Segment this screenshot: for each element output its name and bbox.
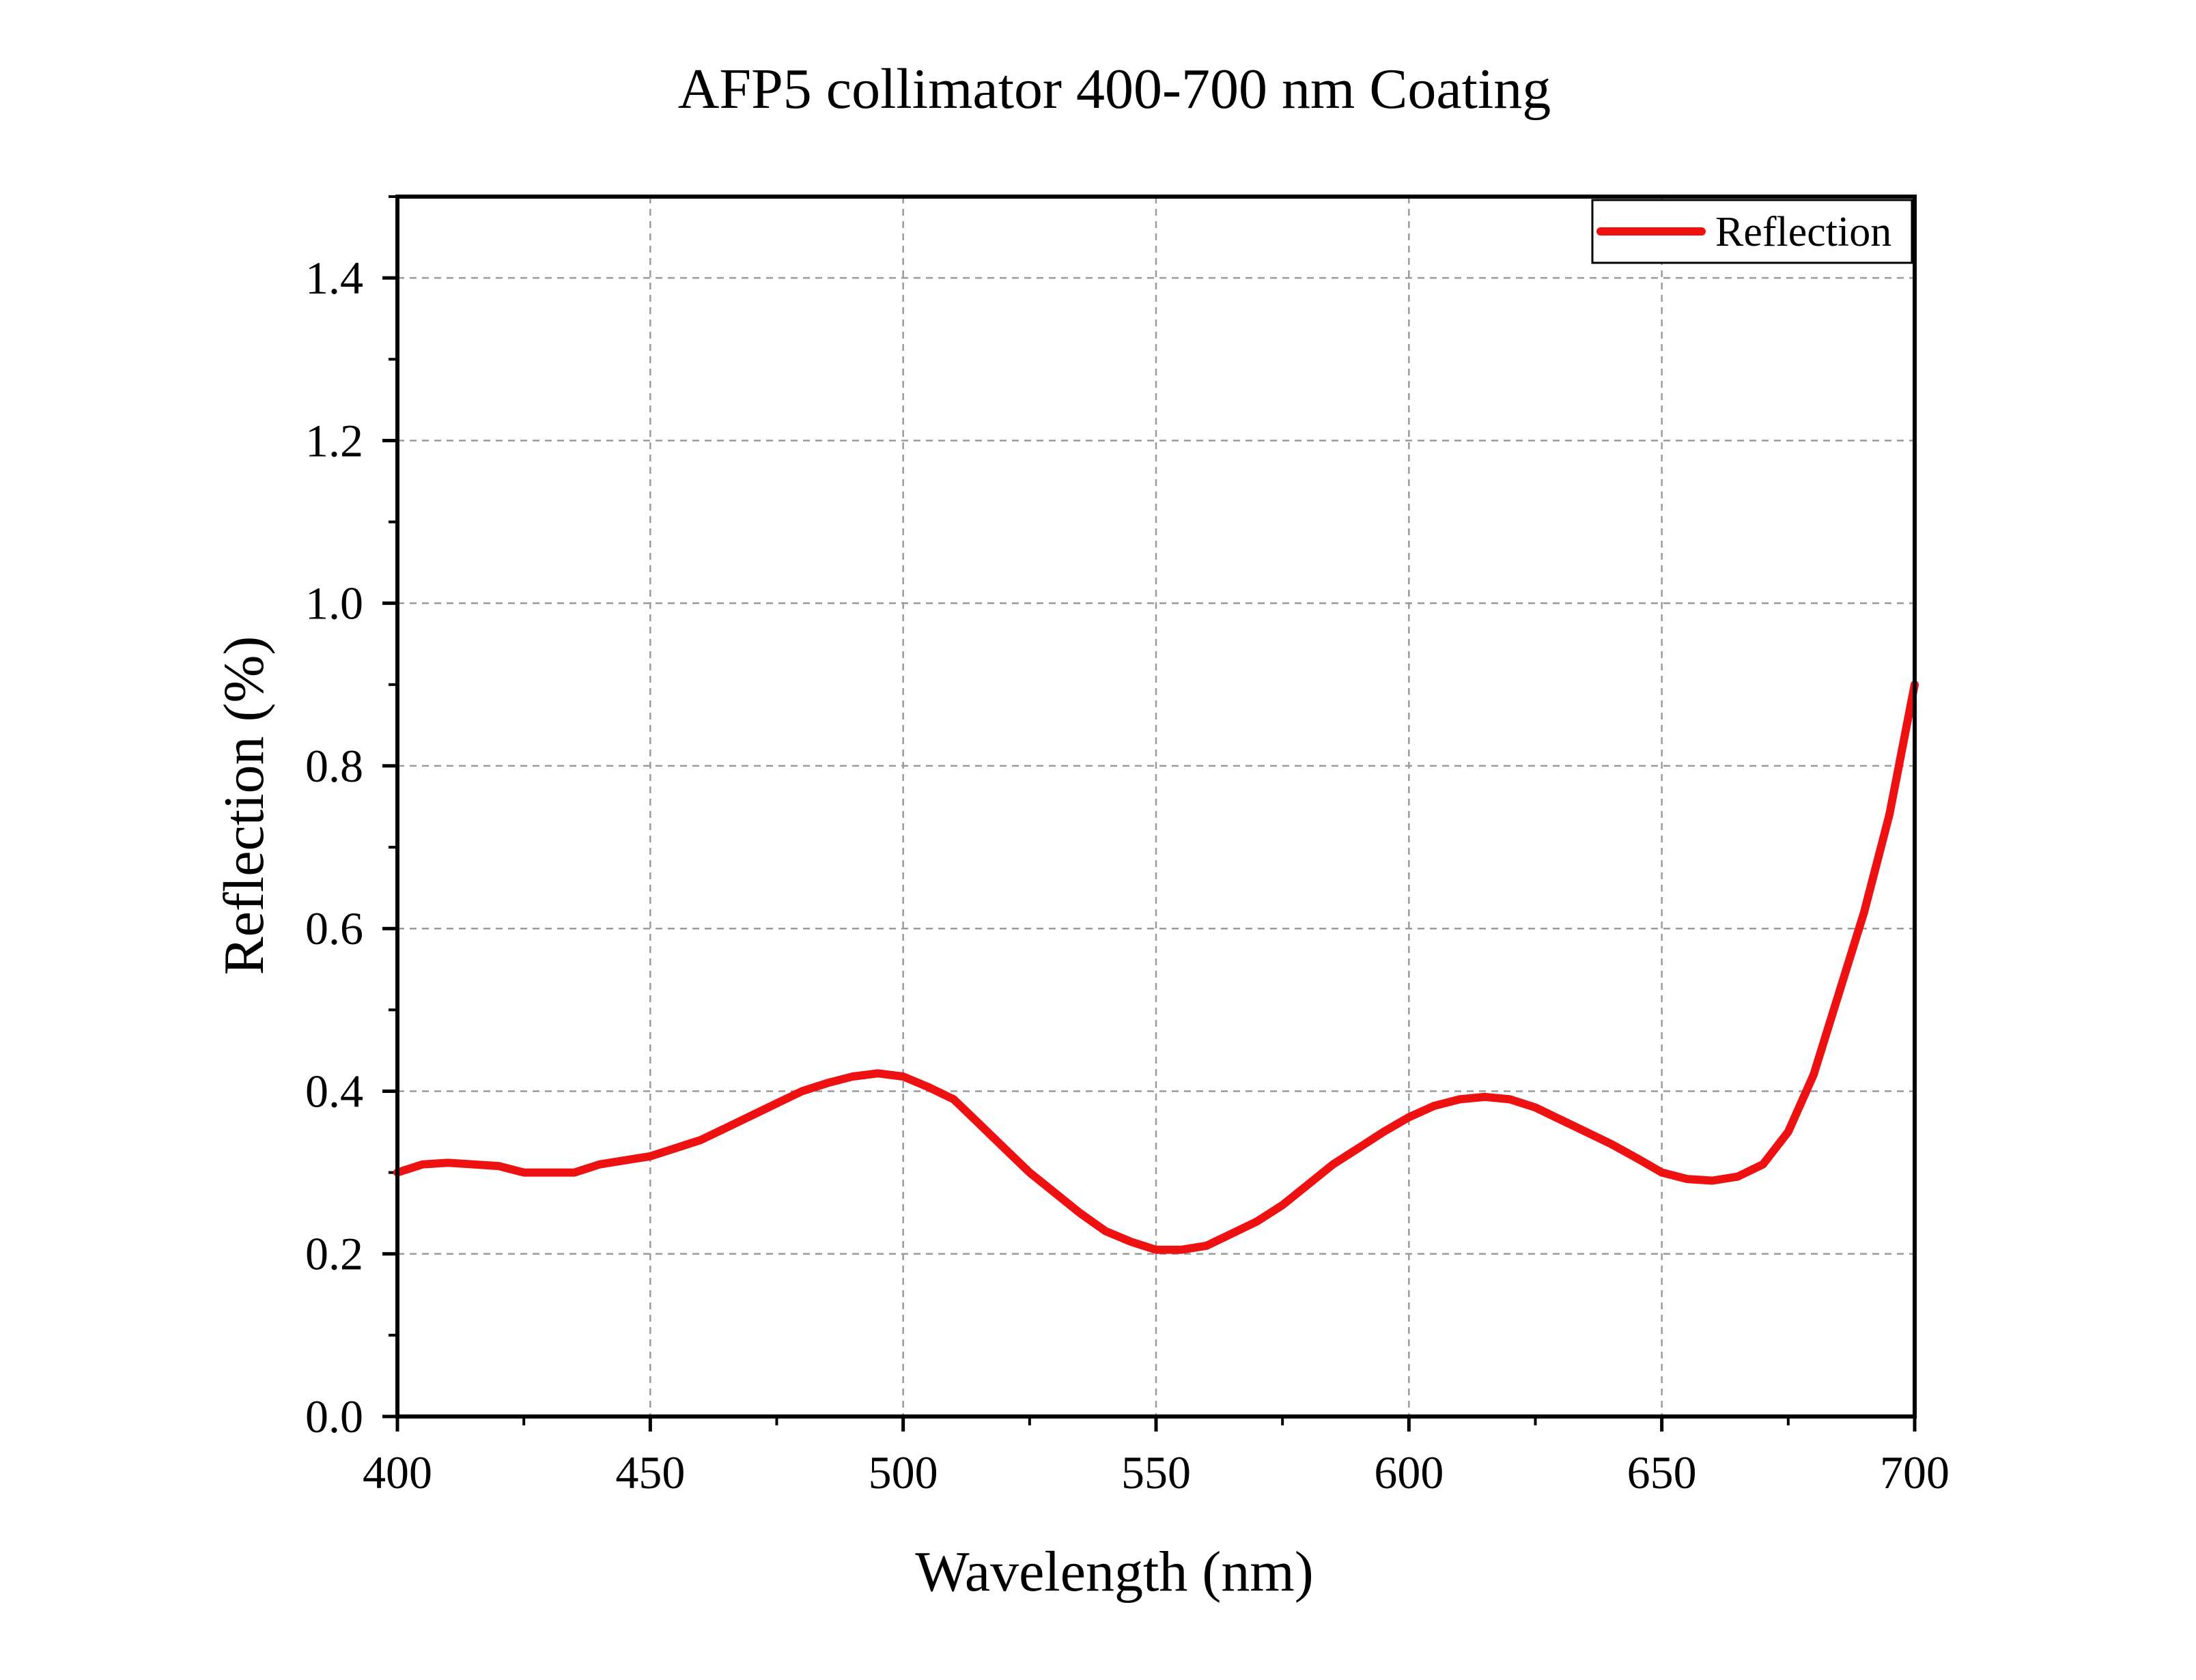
x-tick-label: 550 [1121, 1447, 1191, 1498]
x-axis-label: Wavelength (nm) [915, 1540, 1313, 1604]
y-tick-label: 0.4 [305, 1065, 363, 1117]
y-tick-label: 0.6 [305, 902, 363, 954]
legend-label: Reflection [1715, 209, 1891, 255]
axis-ticks: 400 450 500 550 600 650 700 0.0 0.2 0.4 0.6 0.8 1.0 1… [305, 195, 1949, 1498]
x-tick-label: 500 [869, 1447, 938, 1498]
x-tick-label: 700 [1880, 1447, 1949, 1498]
y-tick-label: 0.2 [305, 1228, 363, 1280]
legend: Reflection [1591, 199, 1913, 264]
y-tick-label: 1.4 [305, 252, 363, 304]
series-layer [393, 680, 1919, 1254]
x-tick-label: 400 [363, 1447, 432, 1498]
y-tick-label: 1.0 [305, 578, 363, 629]
y-axis-label: Reflection (%) [212, 636, 276, 976]
chart-title: AFP5 collimator 400-700 nm Coating [678, 57, 1551, 121]
y-tick-label: 1.2 [305, 414, 363, 466]
axes [395, 195, 1917, 1419]
grid [397, 197, 1915, 1416]
x-tick-label: 450 [615, 1447, 685, 1498]
series-line-reflection [393, 680, 1919, 1254]
plot-frame [395, 195, 1917, 1419]
y-tick-label: 0.8 [305, 740, 363, 792]
x-tick-label: 600 [1374, 1447, 1444, 1498]
y-tick-label: 0.0 [305, 1391, 363, 1442]
x-tick-label: 650 [1627, 1447, 1697, 1498]
